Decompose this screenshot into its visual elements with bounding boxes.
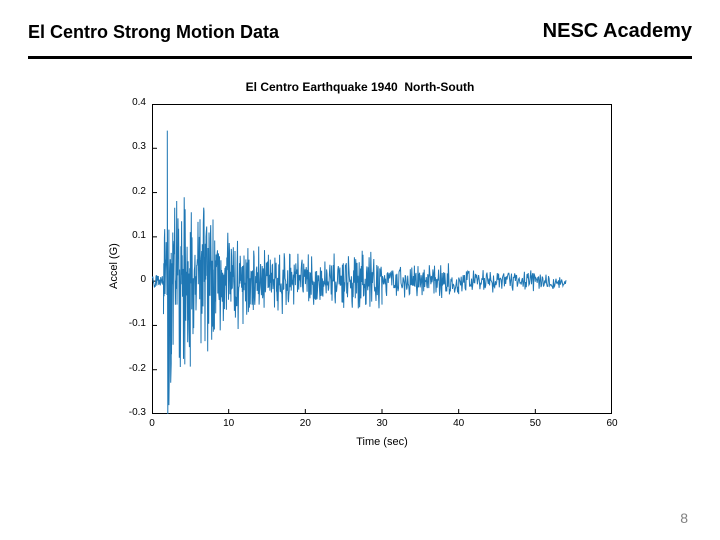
chart-xtick-label: 0 — [137, 418, 167, 429]
chart-xtick-label: 20 — [290, 418, 320, 429]
chart-xtick-label: 10 — [214, 418, 244, 429]
chart-xtick-label: 60 — [597, 418, 627, 429]
chart-ytick-label: -0.2 — [112, 363, 146, 374]
slide-header: El Centro Strong Motion Data NESC Academ… — [0, 20, 720, 51]
chart-ytick-label: 0.2 — [112, 186, 146, 197]
chart-xtick-label: 30 — [367, 418, 397, 429]
chart-container: El Centro Earthquake 1940 North-South Ac… — [90, 80, 630, 460]
chart-axes-box — [153, 105, 612, 414]
chart-ytick-label: 0.4 — [112, 97, 146, 108]
chart-ytick-label: 0.1 — [112, 230, 146, 241]
chart-title: El Centro Earthquake 1940 North-South — [90, 80, 630, 94]
chart-ytick-label: -0.1 — [112, 318, 146, 329]
chart-ytick-label: 0.3 — [112, 141, 146, 152]
page-number: 8 — [680, 510, 688, 526]
header-divider — [28, 56, 692, 59]
slide: El Centro Strong Motion Data NESC Academ… — [0, 0, 720, 540]
chart-ytick-label: -0.3 — [112, 407, 146, 418]
chart-xtick-label: 40 — [444, 418, 474, 429]
chart-svg — [152, 104, 612, 414]
slide-title-right: NESC Academy — [543, 20, 692, 43]
chart-xlabel: Time (sec) — [152, 436, 612, 448]
chart-ytick-label: 0 — [112, 274, 146, 285]
slide-title-left: El Centro Strong Motion Data — [28, 22, 279, 43]
chart-xtick-label: 50 — [520, 418, 550, 429]
chart-plot-area — [152, 104, 612, 414]
